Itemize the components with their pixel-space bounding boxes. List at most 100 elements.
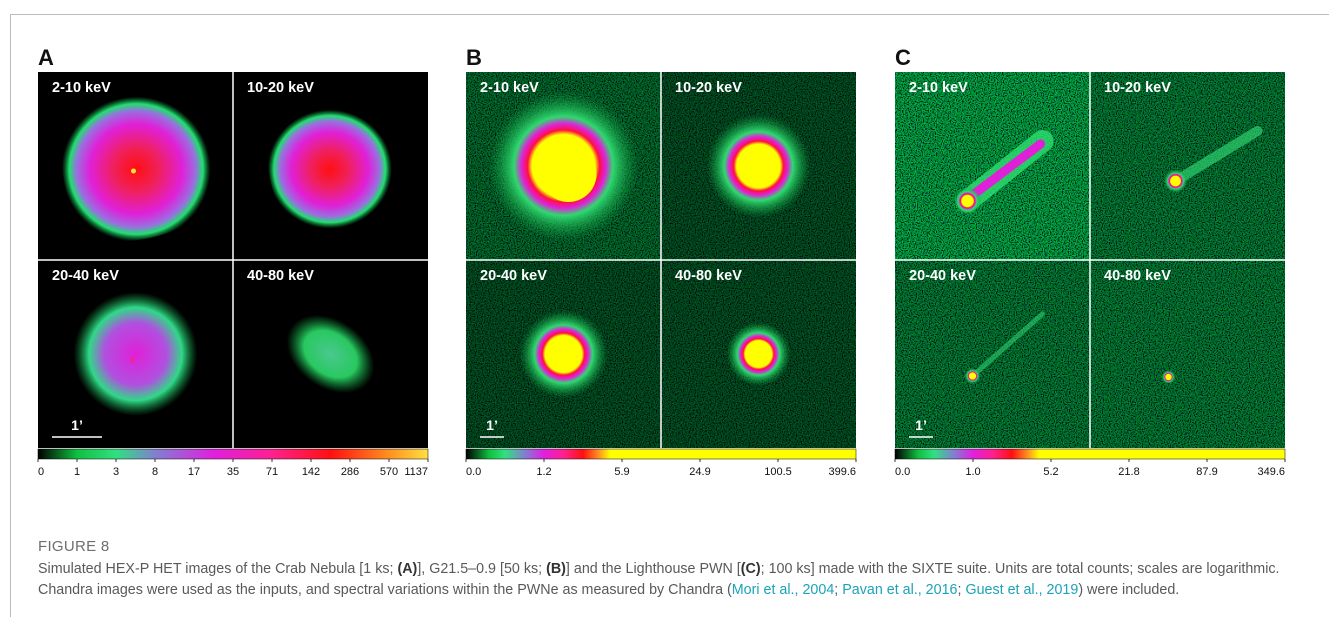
nebula [61, 96, 211, 242]
core [540, 146, 597, 202]
halo [706, 114, 811, 218]
rule [10, 14, 11, 617]
colorbar [37, 448, 429, 460]
image [1090, 72, 1285, 260]
energy-label: 40-80 keV [675, 268, 742, 284]
image [466, 72, 661, 260]
energy-label: 40-80 keV [1104, 268, 1171, 284]
panel-letter: C [895, 45, 911, 70]
image-cell [661, 72, 856, 260]
colorbar-label: 71 [266, 466, 278, 478]
colorbar-label: 1.2 [536, 466, 551, 478]
panel-letter: A [38, 45, 54, 70]
scale-bar-label: 1’ [71, 417, 83, 433]
energy-label: 10-20 keV [247, 80, 314, 96]
image [233, 260, 428, 448]
noise [895, 260, 1090, 448]
image-cell [233, 260, 428, 448]
image [233, 72, 428, 260]
energy-label: 10-20 keV [1104, 80, 1171, 96]
colorbar [465, 448, 857, 460]
caption-text: ; [834, 582, 843, 598]
nebula [286, 314, 375, 394]
energy-label: 20-40 keV [52, 268, 119, 284]
colorbar-label: 17 [188, 466, 200, 478]
image-cell [233, 72, 428, 260]
image-cell [38, 260, 233, 448]
energy-label: 2-10 keV [909, 80, 968, 96]
image-cell [466, 260, 661, 448]
caption-text: ], G21.5–0.9 [50 ks; [417, 561, 547, 577]
colorbar-label: 0.0 [466, 466, 481, 478]
jet [1170, 126, 1263, 186]
colorbar-label: 0.0 [895, 466, 910, 478]
colorbar [894, 448, 1286, 460]
image-cell [895, 72, 1090, 260]
halo [519, 310, 608, 398]
colorbar-label: 142 [302, 466, 320, 478]
image [466, 260, 661, 448]
colorbar-label: 0 [38, 466, 44, 478]
noise [1090, 260, 1285, 448]
colorbar-label: 286 [341, 466, 359, 478]
energy-label: 20-40 keV [480, 268, 547, 284]
rule [10, 14, 1329, 15]
colorbar-label: 1 [74, 466, 80, 478]
scale-bar-label: 1’ [915, 417, 927, 433]
image [661, 72, 856, 260]
image [661, 260, 856, 448]
core [1161, 370, 1176, 384]
colorbar-label: 3 [113, 466, 119, 478]
caption-text: ; [957, 582, 966, 598]
colorbar-label: 21.8 [1118, 466, 1139, 478]
caption-text: ; 100 ks] made with the SIXTE suite. Uni… [38, 561, 1280, 598]
caption: Simulated HEX-P HET images of the Crab N… [38, 559, 1300, 601]
noise [895, 72, 1090, 260]
nebula [267, 109, 392, 229]
panel-ref: (C) [740, 561, 761, 577]
image [1090, 260, 1285, 448]
panel-letter: B [466, 45, 482, 70]
image [895, 72, 1090, 260]
citation-link[interactable]: Guest et al., 2019 [965, 582, 1079, 598]
colorbar-label: 87.9 [1196, 466, 1217, 478]
citation-link[interactable]: Mori et al., 2004 [731, 582, 835, 598]
caption-text: ) were included. [1078, 582, 1180, 598]
pulsar [131, 168, 136, 174]
colorbar-label: 100.5 [764, 466, 792, 478]
caption-text: Simulated HEX-P HET images of the Crab N… [38, 561, 398, 577]
scale-bar-label: 1’ [486, 417, 498, 433]
pulsar [130, 358, 135, 362]
jet [970, 311, 1045, 379]
energy-label: 10-20 keV [675, 80, 742, 96]
caption-text: ] and the Lighthouse PWN [ [565, 561, 741, 577]
colorbar-label: 5.9 [614, 466, 629, 478]
image-cell [38, 72, 233, 260]
nebula [73, 292, 198, 416]
image-cell [661, 260, 856, 448]
image [895, 260, 1090, 448]
image [38, 260, 233, 448]
colorbar-label: 349.6 [1257, 466, 1285, 478]
energy-label: 20-40 keV [909, 268, 976, 284]
image-cell [1090, 72, 1285, 260]
colorbar-label: 570 [380, 466, 398, 478]
energy-label: 2-10 keV [480, 80, 539, 96]
image-cell [895, 260, 1090, 448]
core [953, 187, 982, 215]
image [38, 72, 233, 260]
citation-link[interactable]: Pavan et al., 2016 [842, 582, 958, 598]
figure: A 2-10 keV 10-20 keV 20-40 keV 40-80 keV 1’ 0 1… [37, 45, 1286, 478]
core [1163, 169, 1188, 193]
colorbar-label: 5.2 [1043, 466, 1058, 478]
figure-label: FIGURE 8 [38, 538, 110, 555]
colorbar-label: 399.6 [828, 466, 856, 478]
image-cell [466, 72, 661, 260]
panel-ref: (B) [546, 561, 566, 577]
core [964, 368, 981, 384]
image-cell [1090, 260, 1285, 448]
energy-label: 40-80 keV [247, 268, 314, 284]
colorbar-label: 24.9 [689, 466, 710, 478]
colorbar-label: 35 [227, 466, 239, 478]
